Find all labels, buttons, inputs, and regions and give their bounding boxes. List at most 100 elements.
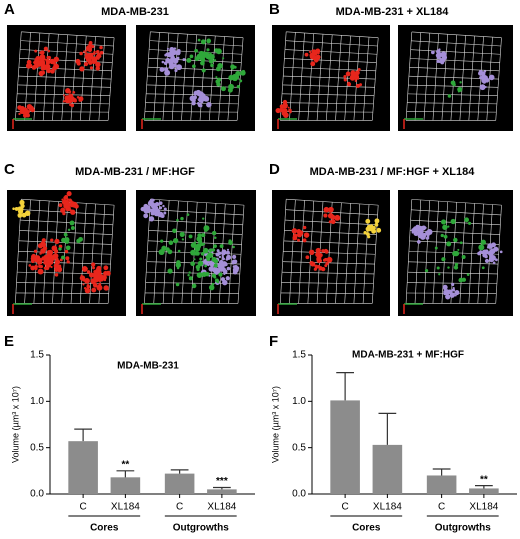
image-cell <box>38 264 42 269</box>
image-cell <box>96 265 102 272</box>
image-cell <box>207 252 214 259</box>
image-grid <box>80 35 87 121</box>
image-cell <box>190 249 196 256</box>
image-grid <box>144 111 238 113</box>
image-cell <box>54 238 60 244</box>
image-cell <box>231 261 235 265</box>
image-cell <box>28 264 32 267</box>
error-bar <box>116 470 135 478</box>
image-cell <box>177 249 181 253</box>
error-bar <box>336 372 354 401</box>
image-cell <box>174 60 177 63</box>
image-cell <box>219 244 224 249</box>
image-cell <box>43 266 47 270</box>
image-cell <box>200 93 206 99</box>
image-cell <box>37 243 43 249</box>
image-cell <box>315 48 321 54</box>
panel-letter: C <box>4 161 15 178</box>
image-cell <box>225 276 230 281</box>
image-cell <box>33 63 39 69</box>
significance: *** <box>216 476 228 487</box>
image-cell <box>495 258 498 262</box>
image-cell <box>213 59 217 62</box>
panel-letter: E <box>4 333 14 350</box>
bar <box>469 488 499 494</box>
image-cell <box>308 50 312 54</box>
image-cell <box>87 46 92 51</box>
image-cell <box>201 233 206 238</box>
image-cell <box>164 53 168 57</box>
micrograph <box>272 190 390 316</box>
image-cell <box>235 70 241 77</box>
image-cell <box>224 270 228 274</box>
image-cell <box>186 213 190 217</box>
image-cell <box>242 69 245 73</box>
image-grid <box>283 75 376 80</box>
image-cell <box>148 216 155 222</box>
image-cell <box>202 247 209 254</box>
image-grid <box>495 205 502 304</box>
image-cell <box>425 230 431 236</box>
image-cell <box>159 67 165 72</box>
image-cell <box>365 218 371 224</box>
image-cell <box>216 82 221 87</box>
image-cell <box>345 71 351 77</box>
micrograph <box>398 25 513 131</box>
error-bar <box>475 485 493 489</box>
image-cell <box>302 225 307 230</box>
image-cell <box>93 269 97 274</box>
image-cell <box>70 97 75 102</box>
image-cell <box>447 225 450 228</box>
image-cell <box>194 48 198 53</box>
image-cell <box>481 75 487 81</box>
image-cell <box>40 260 43 263</box>
image-cell <box>63 232 68 237</box>
image-cell <box>371 228 377 234</box>
image-cell <box>478 69 483 74</box>
image-cell <box>78 236 83 242</box>
image-cell <box>43 46 48 51</box>
image-cell <box>226 248 230 251</box>
image-cell <box>167 53 170 56</box>
image-cell <box>79 66 85 72</box>
bar <box>164 473 195 494</box>
panel-letter: F <box>269 333 278 350</box>
image-cell <box>30 107 35 113</box>
image-cell <box>292 235 298 241</box>
image-cell <box>30 265 36 271</box>
image-cell <box>143 207 150 214</box>
image-grid <box>406 111 497 113</box>
image-cell <box>70 226 75 230</box>
image-cell <box>281 107 285 112</box>
image-cell <box>72 90 76 94</box>
image-cell <box>208 266 214 272</box>
image-grid <box>468 35 475 121</box>
image-grid <box>344 203 351 304</box>
image-cell <box>171 59 174 62</box>
image-cell <box>179 231 185 238</box>
image-cell <box>95 66 100 71</box>
micrograph <box>272 25 390 131</box>
image-cell <box>181 238 185 241</box>
image-cell <box>86 58 92 63</box>
image-cell <box>49 58 55 65</box>
image-cell <box>61 198 64 201</box>
chart-title: MDA-MB-231 + MF:HGF <box>352 350 464 361</box>
image-cell <box>50 238 54 242</box>
significance: ** <box>121 459 129 470</box>
micrograph <box>136 25 255 131</box>
image-cell <box>193 91 198 96</box>
image-cell <box>53 56 60 63</box>
image-cell <box>202 242 206 246</box>
image-cell <box>51 245 58 252</box>
image-cell <box>200 60 205 66</box>
image-cell <box>180 216 184 221</box>
image-cell <box>188 234 193 239</box>
image-cell <box>35 255 38 258</box>
image-cell <box>450 218 456 225</box>
image-cell <box>440 233 444 238</box>
image-cell <box>190 242 197 248</box>
image-cell <box>201 51 206 56</box>
panel-letter: B <box>269 1 280 18</box>
image-cell <box>91 58 97 65</box>
